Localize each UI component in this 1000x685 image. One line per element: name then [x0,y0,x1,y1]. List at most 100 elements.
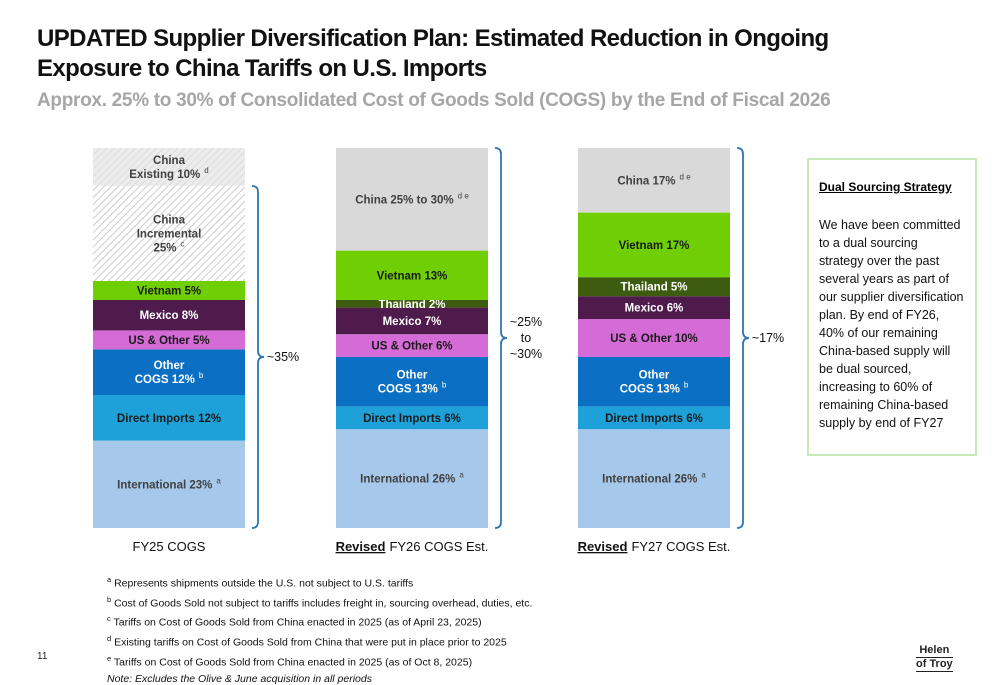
category-text: FY26 COGS Est. [389,539,488,554]
bar-segment [93,395,245,441]
category-emphasis: Revised [336,539,386,554]
bar-segment [578,277,730,297]
bar-segment [336,307,488,335]
segment-label-text: 25% [153,243,176,255]
segment-label-text: China 17% [617,175,675,187]
segment-label: Incremental [137,229,202,241]
brace-label: to [521,331,531,345]
footnote-mark: c [107,614,111,624]
segment-label-text: Vietnam 13% [377,270,448,282]
segment-label-text: US & Other 5% [128,335,209,347]
footnote-mark: d e [458,191,470,200]
segment-label: US & Other 5% [128,335,209,347]
bar-segment [93,300,245,331]
bar-segment [93,330,245,350]
segment-label: 25% c [153,240,184,255]
segment-label-text: International 23% [117,479,212,491]
segment-label: Other [397,370,428,382]
footnote-mark: b [442,381,447,390]
footnote-mark: b [684,381,689,390]
segment-label: Other [639,370,670,382]
footnote-text: Tariffs on Cost of Goods Sold from China… [113,616,482,629]
bar-segment [336,334,488,357]
segment-label: US & Other 10% [610,333,698,345]
category-label: Revised FY27 COGS Est. [578,539,731,554]
segment-label: Mexico 8% [140,310,199,322]
brace-label: ~35% [267,350,299,364]
sidebar-title: Dual Sourcing Strategy [819,180,952,194]
bar-segment [578,406,730,430]
segment-label-text: International 26% [602,474,697,486]
segment-label-text: Direct Imports 12% [117,413,221,425]
segment-label: Mexico 7% [383,316,442,328]
footnote-mark: a [459,471,464,480]
footnote-text: Tariffs on Cost of Goods Sold from China… [113,656,473,669]
segment-label: Thailand 5% [620,282,687,294]
segment-label-text: COGS 13% [620,384,680,396]
segment-label-text: US & Other 6% [371,341,452,353]
note: Note: Excludes the Olive & June acquisit… [107,672,372,685]
logo: Helen of Troy [916,644,953,672]
segment-label-text: Thailand 5% [620,282,687,294]
segment-label-text: Mexico 6% [625,303,684,315]
footnote-mark: d [204,166,208,175]
footnote-mark: a [216,476,221,485]
segment-label-text: International 26% [360,474,455,486]
segment-label-text: Existing 10% [129,169,200,181]
segment-label-text: Direct Imports 6% [605,413,703,425]
segment-label-text: Other [397,370,428,382]
title-line: Exposure to China Tariffs on U.S. Import… [37,55,487,82]
segment-label: COGS 13% b [378,381,447,396]
category-label: Revised FY26 COGS Est. [336,539,489,554]
brace [251,185,265,529]
segment-label: China [153,155,186,167]
segment-label-text: Incremental [137,229,202,241]
brace-label: ~17% [752,331,784,345]
footnote: b Cost of Goods Sold not subject to tari… [107,592,532,612]
title-line: UPDATED Supplier Diversification Plan: E… [37,25,829,52]
footnote-mark: b [107,594,112,604]
segment-label: Mexico 6% [625,303,684,315]
footnote: d Existing tariffs on Cost of Goods Sold… [107,631,532,651]
footnote-mark: d e [680,172,692,181]
hatch-overlay [93,148,245,186]
segment-label-text: Vietnam 17% [619,240,690,252]
segment-label: Existing 10% d [129,166,208,181]
segment-label: Direct Imports 6% [363,413,461,425]
category-text: FY27 COGS Est. [631,539,730,554]
bar-segment [336,357,488,407]
bar-segment [578,212,730,278]
bar-segment [336,406,488,430]
brace [736,147,750,529]
segment-label: Other [154,360,185,372]
segment-label-text: US & Other 10% [610,333,698,345]
footnote-text: Represents shipments outside the U.S. no… [114,577,414,590]
footnote-text: Cost of Goods Sold not subject to tariff… [114,597,533,610]
segment-label-text: Mexico 7% [383,316,442,328]
page-number: 11 [37,651,48,662]
segment-label: China [153,215,186,227]
bar-segment [336,429,488,528]
segment-label: China 17% d e [617,172,691,187]
segment-label-text: COGS 13% [378,384,438,396]
segment-label: COGS 12% b [135,371,204,386]
segment-label-text: COGS 12% [135,374,195,386]
footnote: c Tariffs on Cost of Goods Sold from Chi… [107,611,532,631]
segment-label: Vietnam 13% [377,270,448,282]
bar-segment [336,250,488,300]
segment-label: Direct Imports 6% [605,413,703,425]
subtitle: Approx. 25% to 30% of Consolidated Cost … [37,90,831,111]
segment-label: International 26% a [360,471,464,486]
bar-segment [578,148,730,213]
segment-label-text: China [153,155,186,167]
segment-label: Vietnam 5% [137,286,201,298]
segment-label: COGS 13% b [620,381,689,396]
hatch-overlay [93,186,245,281]
bar-segment [578,357,730,407]
segment-label-text: Vietnam 5% [137,286,201,298]
logo-line: Helen [916,644,953,658]
segment-label: International 23% a [117,476,221,491]
segment-label-text: Mexico 8% [140,310,199,322]
segment-label: International 26% a [602,471,706,486]
